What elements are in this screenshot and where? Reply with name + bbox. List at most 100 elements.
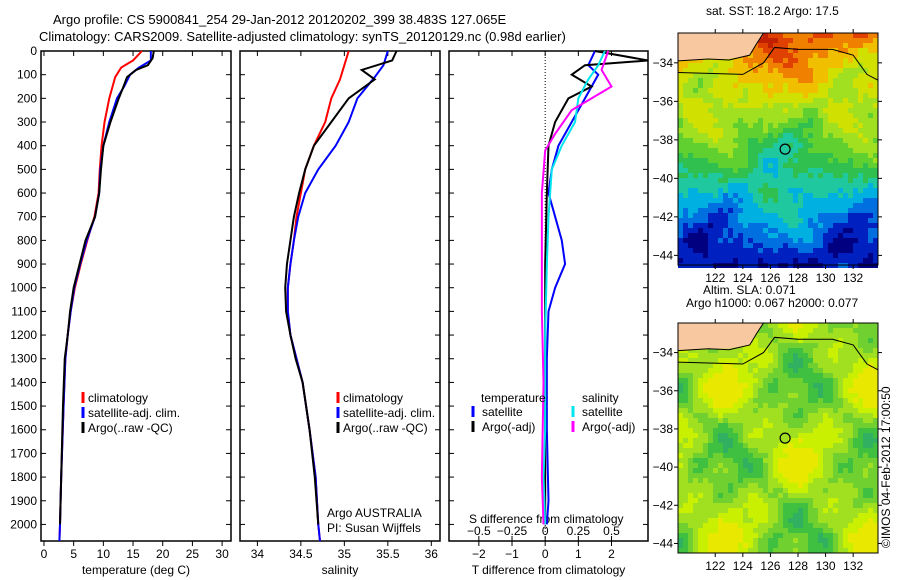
map-cell: [748, 488, 753, 493]
map-cell: [853, 328, 858, 333]
map-cell: [743, 393, 748, 398]
map-cell: [843, 228, 848, 233]
map-cell: [808, 63, 813, 68]
map-cell: [853, 333, 858, 338]
map-cell: [783, 173, 788, 178]
map-cell: [703, 358, 708, 363]
map-cell: [813, 368, 818, 373]
map-cell: [853, 63, 858, 68]
map-cell: [703, 393, 708, 398]
map-cell: [733, 223, 738, 228]
map-cell: [713, 223, 718, 228]
map-cell: [768, 383, 773, 388]
map-cell: [768, 358, 773, 363]
map-cell: [863, 153, 868, 158]
map-cell: [688, 493, 693, 498]
map-cell: [728, 188, 733, 193]
map-cell: [828, 548, 833, 553]
map-cell: [703, 353, 708, 358]
map-cell: [873, 133, 878, 138]
map-cell: [733, 503, 738, 508]
map-cell: [873, 408, 878, 413]
map-cell: [813, 218, 818, 223]
map-cell: [848, 343, 853, 348]
map-cell: [748, 393, 753, 398]
map-cell: [693, 123, 698, 128]
map-cell: [873, 418, 878, 423]
map-cell: [683, 493, 688, 498]
map-cell: [763, 123, 768, 128]
map-cell: [748, 238, 753, 243]
map-cell: [798, 523, 803, 528]
map-cell: [813, 358, 818, 363]
map-cell: [783, 78, 788, 83]
map-cell: [683, 538, 688, 543]
map-cell: [698, 208, 703, 213]
map-x-tick-label: 132: [843, 559, 863, 573]
map-cell: [688, 178, 693, 183]
map-cell: [683, 408, 688, 413]
map-cell: [773, 513, 778, 518]
map-cell: [708, 108, 713, 113]
map-cell: [838, 243, 843, 248]
map-cell: [763, 128, 768, 133]
map-cell: [798, 423, 803, 428]
map-cell: [868, 243, 873, 248]
map-cell: [828, 163, 833, 168]
map-cell: [828, 383, 833, 388]
map-cell: [798, 198, 803, 203]
map-cell: [678, 123, 683, 128]
map-cell: [858, 238, 863, 243]
map-cell: [678, 93, 683, 98]
map-cell: [818, 498, 823, 503]
map-cell: [733, 448, 738, 453]
map-cell: [823, 323, 828, 328]
map-cell: [783, 183, 788, 188]
map-cell: [698, 148, 703, 153]
map-cell: [793, 493, 798, 498]
map-cell: [833, 463, 838, 468]
map-cell: [728, 128, 733, 133]
map-cell: [793, 238, 798, 243]
map-cell: [678, 248, 683, 253]
map-cell: [848, 503, 853, 508]
map-cell: [718, 148, 723, 153]
map-cell: [863, 233, 868, 238]
map-cell: [753, 258, 758, 263]
map-cell: [763, 388, 768, 393]
map-cell: [798, 533, 803, 538]
map-cell: [848, 428, 853, 433]
map-cell: [683, 528, 688, 533]
map-cell: [678, 78, 683, 83]
map-cell: [833, 83, 838, 88]
map-cell: [788, 343, 793, 348]
map-cell: [768, 98, 773, 103]
map-cell: [713, 133, 718, 138]
map-cell: [803, 473, 808, 478]
map-cell: [743, 443, 748, 448]
map-cell: [798, 528, 803, 533]
map-cell: [718, 398, 723, 403]
map-cell: [708, 523, 713, 528]
map-cell: [768, 328, 773, 333]
map-cell: [738, 513, 743, 518]
map-cell: [748, 83, 753, 88]
map-cell: [853, 443, 858, 448]
map-cell: [718, 408, 723, 413]
map-cell: [778, 188, 783, 193]
map-cell: [743, 58, 748, 63]
map-cell: [838, 33, 843, 38]
map-cell: [848, 193, 853, 198]
map-cell: [868, 338, 873, 343]
map-cell: [723, 153, 728, 158]
map-cell: [703, 63, 708, 68]
map-cell: [853, 193, 858, 198]
map-cell: [688, 463, 693, 468]
map-cell: [813, 183, 818, 188]
map-cell: [873, 358, 878, 363]
map-cell: [733, 178, 738, 183]
map-cell: [683, 453, 688, 458]
map-cell: [873, 498, 878, 503]
map-cell: [868, 98, 873, 103]
